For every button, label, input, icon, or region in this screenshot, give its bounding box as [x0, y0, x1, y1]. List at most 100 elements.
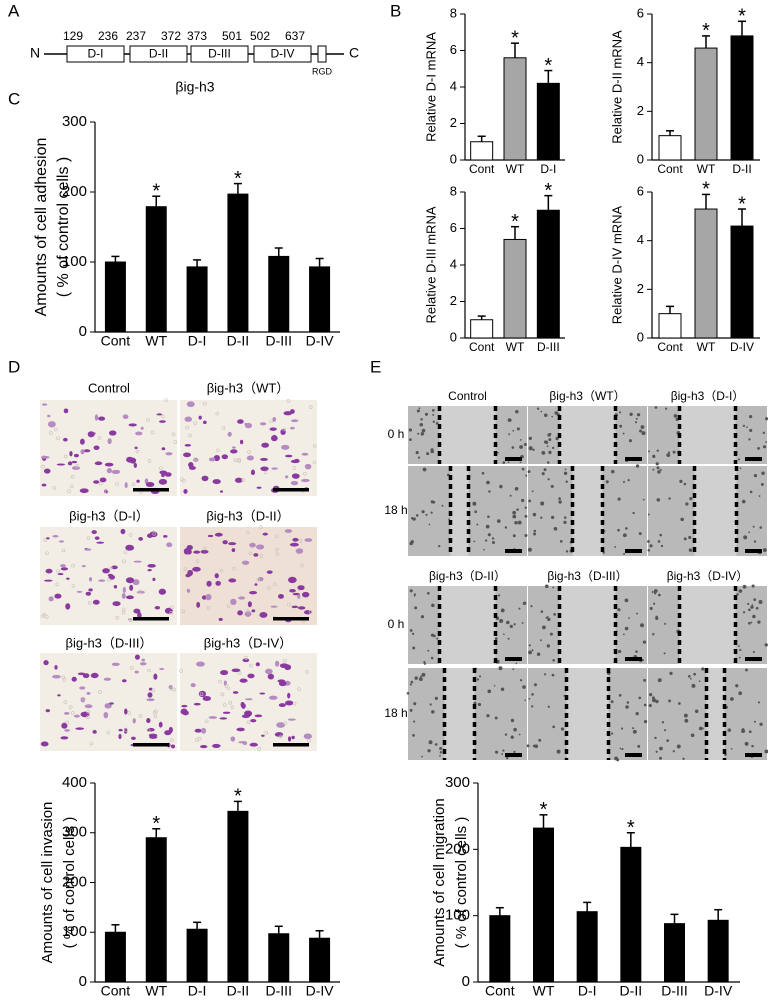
cell	[133, 608, 141, 614]
cell-speck	[758, 495, 761, 497]
cell-speck	[473, 701, 477, 705]
cell-speck	[654, 736, 657, 740]
pore	[56, 436, 60, 440]
cell	[153, 673, 158, 680]
cell	[295, 548, 304, 554]
y-axis-label: ( % of control cells )	[55, 157, 72, 297]
cell	[219, 490, 224, 493]
cell-speck	[635, 421, 638, 424]
pore	[300, 563, 304, 568]
cell-speck	[738, 691, 742, 696]
cell-speck	[486, 480, 490, 485]
cell-speck	[547, 617, 551, 622]
cell	[253, 553, 259, 557]
domain-label: D-I	[88, 47, 104, 61]
cell	[77, 672, 86, 676]
pore	[98, 690, 102, 694]
panel-label: E	[370, 357, 381, 376]
bar	[694, 208, 718, 339]
cell-speck	[660, 544, 664, 548]
x-tick-label: D-II	[227, 333, 250, 349]
cell-speck	[544, 440, 549, 445]
cell	[200, 549, 209, 554]
cell-speck	[494, 750, 499, 754]
pore	[75, 464, 79, 468]
wound-image	[408, 586, 527, 665]
bar	[470, 319, 494, 339]
cell-speck	[432, 500, 436, 504]
y-tick-label: 6	[450, 220, 457, 235]
pore	[274, 534, 279, 539]
cell-speck	[500, 687, 505, 692]
cell-speck	[428, 740, 433, 745]
cell	[297, 594, 301, 599]
cell-speck	[651, 590, 654, 593]
cell-speck	[688, 548, 693, 552]
cell-speck	[409, 438, 412, 442]
pore	[170, 605, 174, 610]
y-tick-label: 2	[637, 103, 644, 118]
cell	[156, 413, 163, 416]
cell-speck	[409, 589, 413, 593]
cell-speck	[430, 449, 435, 454]
cell-speck	[512, 668, 515, 671]
cell-speck	[651, 696, 655, 700]
pore	[257, 746, 262, 751]
cell	[291, 419, 299, 423]
y-tick-label: 8	[450, 5, 457, 20]
cell	[56, 463, 66, 466]
cell-speck	[565, 550, 569, 553]
cell-speck	[647, 540, 650, 543]
micrograph	[180, 525, 317, 625]
cell-speck	[637, 744, 641, 748]
cell-speck	[516, 508, 519, 511]
cell-speck	[657, 593, 661, 597]
cell-speck	[506, 620, 510, 625]
cell-speck	[432, 413, 435, 416]
cell	[84, 704, 93, 709]
cell-speck	[514, 521, 518, 525]
cell-speck	[409, 708, 413, 712]
pore	[71, 563, 75, 568]
cell	[261, 734, 265, 737]
cell-speck	[477, 702, 482, 707]
cell-speck	[539, 639, 542, 642]
bar	[145, 206, 167, 333]
cell-speck	[614, 546, 617, 548]
cell	[288, 576, 297, 584]
cell-speck	[417, 432, 420, 435]
pore	[297, 687, 301, 691]
cell	[98, 579, 106, 582]
cell	[141, 658, 146, 662]
pore	[233, 458, 238, 463]
cell-speck	[429, 703, 432, 706]
pore	[109, 566, 113, 570]
cell-speck	[507, 637, 510, 640]
cell-speck	[545, 616, 548, 619]
cell	[303, 610, 312, 615]
pore	[159, 466, 163, 470]
pore	[70, 711, 75, 715]
cell-speck	[421, 510, 425, 514]
scale-bar	[505, 657, 522, 661]
cell-speck	[762, 445, 767, 449]
scale-bar	[625, 657, 642, 661]
cell	[159, 668, 165, 671]
pore	[292, 466, 297, 470]
domain-end: 372	[161, 29, 181, 43]
cell	[240, 701, 245, 708]
pore	[228, 700, 233, 705]
cell	[194, 728, 202, 733]
cell	[304, 538, 313, 542]
cell-speck	[528, 644, 531, 647]
pore	[180, 477, 184, 482]
cell	[158, 721, 163, 728]
error-bar	[702, 193, 710, 210]
cell-speck	[494, 716, 498, 720]
x-tick-label: D-IV	[730, 340, 754, 354]
x-tick-label: WT	[506, 340, 525, 354]
pore	[122, 559, 126, 564]
cell-speck	[418, 407, 421, 410]
cell	[47, 421, 56, 428]
cell	[161, 447, 166, 451]
